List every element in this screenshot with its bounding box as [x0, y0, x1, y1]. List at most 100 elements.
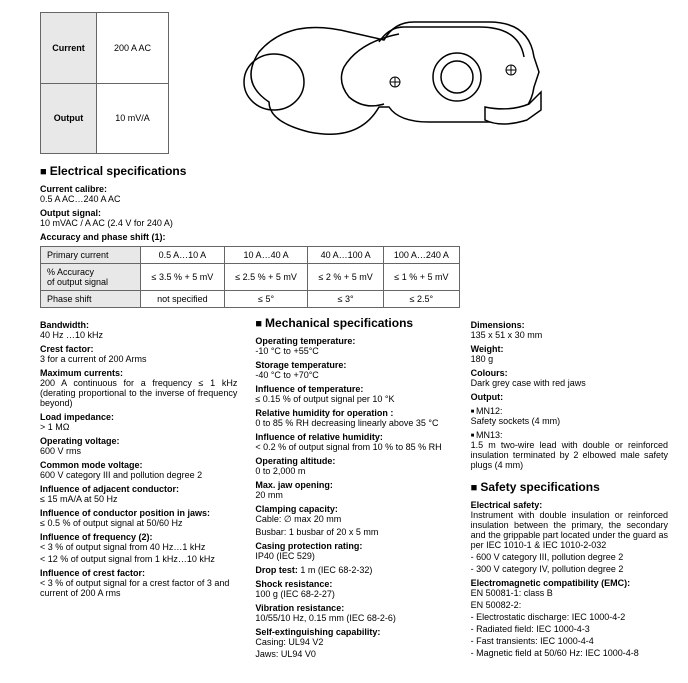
crest-inf-v: < 3 % of output signal for a crest facto…: [40, 578, 237, 598]
stor-temp-v: -40 °C to +70°C: [255, 370, 452, 380]
dim-h: Dimensions:: [471, 320, 668, 330]
top-row: Current 200 A AC Output 10 mV/A: [40, 12, 668, 154]
drop-v: 1 m (IEC 68-2-32): [300, 565, 372, 575]
elec-safety-b2: 300 V category IV, pollution degree 2: [471, 564, 668, 574]
emc-b3: Fast transients: IEC 1000-4-4: [471, 636, 668, 646]
accuracy-h: Accuracy and phase shift (1):: [40, 232, 668, 242]
inf-temp-v: ≤ 0.15 % of output signal per 10 °K: [255, 394, 452, 404]
electrical-specifications-title: Electrical specifications: [40, 164, 668, 178]
stor-temp-h: Storage temperature:: [255, 360, 452, 370]
emc-v1: EN 50081-1: class B: [471, 588, 668, 598]
inf-rh-v: < 0.2 % of output signal from 10 % to 85…: [255, 442, 452, 452]
op-volt-v: 600 V rms: [40, 446, 237, 456]
dim-v: 135 x 51 x 30 mm: [471, 330, 668, 340]
phase-0: not specified: [141, 291, 225, 308]
crest-h: Crest factor:: [40, 344, 237, 354]
self-ext-v2: Jaws: UL94 V0: [255, 649, 452, 659]
inf-temp-h: Influence of temperature:: [255, 384, 452, 394]
elec-safety-h: Electrical safety:: [471, 500, 668, 510]
phase-2: ≤ 3°: [308, 291, 383, 308]
op-volt-h: Operating voltage:: [40, 436, 237, 446]
weight-v: 180 g: [471, 354, 668, 364]
columns: Bandwidth:40 Hz …10 kHz Crest factor:3 f…: [40, 316, 668, 663]
accuracy-1: ≤ 2.5 % + 5 mV: [224, 264, 308, 291]
rh-op-v: 0 to 85 % RH decreasing linearly above 3…: [255, 418, 452, 428]
crest-inf-h: Influence of crest factor:: [40, 568, 237, 578]
mn12-h: MN12:: [471, 406, 503, 416]
col-2: Mechanical specifications Operating temp…: [255, 316, 452, 663]
bandwidth-h: Bandwidth:: [40, 320, 237, 330]
range-3: 100 A…240 A: [383, 247, 459, 264]
clamp-v2: Busbar: 1 busbar of 20 x 5 mm: [255, 527, 452, 537]
phase-row-label: Phase shift: [41, 291, 141, 308]
jaw-v: 20 mm: [255, 490, 452, 500]
max-currents-h: Maximum currents:: [40, 368, 237, 378]
adj-cond-v: ≤ 15 mA/A at 50 Hz: [40, 494, 237, 504]
clamp-illustration: [189, 12, 668, 154]
weight-h: Weight:: [471, 344, 668, 354]
shock-v: 100 g (IEC 68-2-27): [255, 589, 452, 599]
load-imp-v: > 1 MΩ: [40, 422, 237, 432]
colours-h: Colours:: [471, 368, 668, 378]
emc-b1: Electrostatic discharge: IEC 1000-4-2: [471, 612, 668, 622]
common-mode-h: Common mode voltage:: [40, 460, 237, 470]
safety-title: Safety specifications: [471, 480, 668, 494]
cond-pos-v: ≤ 0.5 % of output signal at 50/60 Hz: [40, 518, 237, 528]
crest-v: 3 for a current of 200 Arms: [40, 354, 237, 364]
shock-h: Shock resistance:: [255, 579, 452, 589]
inf-rh-h: Influence of relative humidity:: [255, 432, 452, 442]
range-2: 40 A…100 A: [308, 247, 383, 264]
casing-h: Casing protection rating:: [255, 541, 452, 551]
drop-h: Drop test:: [255, 565, 298, 575]
op-temp-h: Operating temperature:: [255, 336, 452, 346]
emc-b2: Radiated field: IEC 1000-4-3: [471, 624, 668, 634]
current-calibre-h: Current calibre:: [40, 184, 668, 194]
mn13-v: 1.5 m two-wire lead with double or reinf…: [471, 440, 668, 470]
op-alt-h: Operating altitude:: [255, 456, 452, 466]
colours-v: Dark grey case with red jaws: [471, 378, 668, 388]
clamp-icon: [229, 12, 549, 152]
freq-h: Influence of frequency (2):: [40, 532, 237, 542]
current-label: Current: [41, 13, 97, 84]
output-value: 10 mV/A: [97, 83, 169, 154]
freq-v1: < 3 % of output signal from 40 Hz…1 kHz: [40, 542, 237, 552]
accuracy-3: ≤ 1 % + 5 mV: [383, 264, 459, 291]
op-temp-v: -10 °C to +55°C: [255, 346, 452, 356]
freq-v2: < 12 % of output signal from 1 kHz…10 kH…: [40, 554, 237, 564]
load-imp-h: Load impedance:: [40, 412, 237, 422]
phase-1: ≤ 5°: [224, 291, 308, 308]
common-mode-v: 600 V category III and pollution degree …: [40, 470, 237, 480]
output-h: Output:: [471, 392, 668, 402]
output-signal-h: Output signal:: [40, 208, 668, 218]
phase-3: ≤ 2.5°: [383, 291, 459, 308]
accuracy-2: ≤ 2 % + 5 mV: [308, 264, 383, 291]
jaw-h: Max. jaw opening:: [255, 480, 452, 490]
current-calibre-v: 0.5 A AC…240 A AC: [40, 194, 668, 204]
self-ext-v1: Casing: UL94 V2: [255, 637, 452, 647]
self-ext-h: Self-extinguishing capability:: [255, 627, 452, 637]
accuracy-table: Primary current 0.5 A…10 A 10 A…40 A 40 …: [40, 246, 460, 308]
max-currents-v: 200 A continuous for a frequency ≤ 1 kHz…: [40, 378, 237, 408]
clamp-v1: Cable: ∅ max 20 mm: [255, 514, 452, 525]
header-table: Current 200 A AC Output 10 mV/A: [40, 12, 169, 154]
elec-safety-v: Instrument with double insulation or rei…: [471, 510, 668, 550]
range-1: 10 A…40 A: [224, 247, 308, 264]
col-3: Dimensions:135 x 51 x 30 mm Weight:180 g…: [471, 316, 668, 663]
current-value: 200 A AC: [97, 13, 169, 84]
elec-safety-b1: 600 V category III, pollution degree 2: [471, 552, 668, 562]
clamp-h: Clamping capacity:: [255, 504, 452, 514]
cond-pos-h: Influence of conductor position in jaws:: [40, 508, 237, 518]
mechanical-title: Mechanical specifications: [255, 316, 452, 330]
output-label: Output: [41, 83, 97, 154]
accuracy-h-text: Accuracy and phase shift (1):: [40, 232, 166, 242]
casing-v: IP40 (IEC 529): [255, 551, 452, 561]
rh-op-h: Relative humidity for operation :: [255, 408, 452, 418]
accuracy-0: ≤ 3.5 % + 5 mV: [141, 264, 225, 291]
bandwidth-v: 40 Hz …10 kHz: [40, 330, 237, 340]
vib-h: Vibration resistance:: [255, 603, 452, 613]
adj-cond-h: Influence of adjacent conductor:: [40, 484, 237, 494]
range-0: 0.5 A…10 A: [141, 247, 225, 264]
emc-v2: EN 50082-2:: [471, 600, 668, 610]
col-1: Bandwidth:40 Hz …10 kHz Crest factor:3 f…: [40, 316, 237, 663]
emc-h: Electromagnetic compatibility (EMC):: [471, 578, 668, 588]
